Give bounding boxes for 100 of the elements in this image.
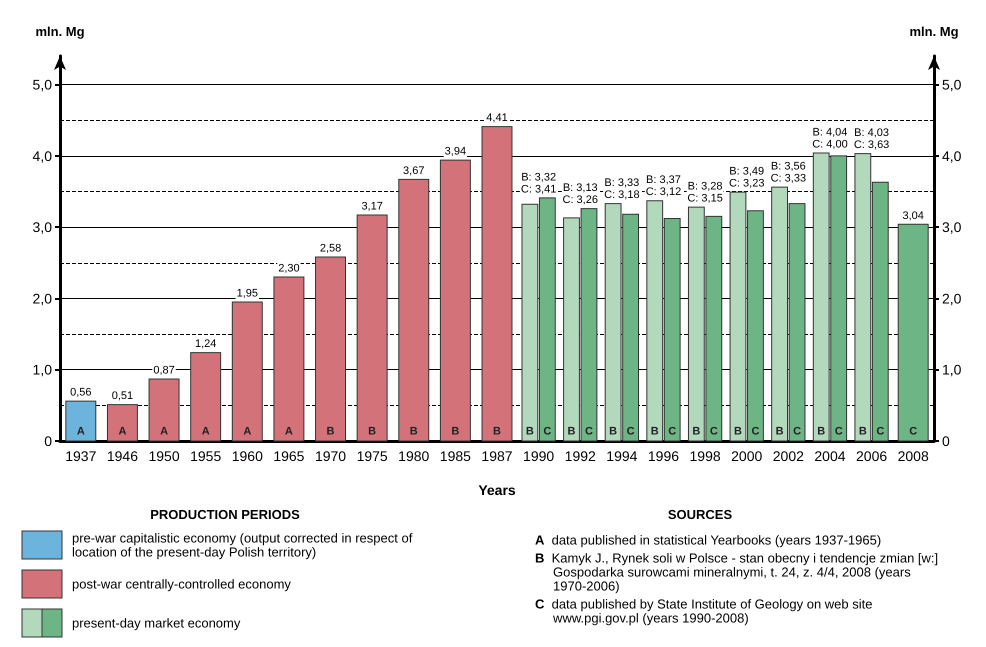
annotation: B xyxy=(692,426,700,438)
legend-label: present-day market economy xyxy=(72,616,241,630)
bar xyxy=(482,126,512,442)
x-tick-label: 1996 xyxy=(648,448,680,464)
data-label: C: 3,23 xyxy=(728,178,764,190)
annotation: B xyxy=(493,426,502,438)
data-label: C: 3,15 xyxy=(687,192,723,205)
data-label: 4,41 xyxy=(486,112,508,124)
annotation: B xyxy=(451,426,460,438)
x-tick-label: 2000 xyxy=(731,448,762,464)
x-tick-label: 1955 xyxy=(190,448,222,464)
data-label: 2,30 xyxy=(278,262,300,275)
y2-tick-label: 2,0 xyxy=(942,290,962,306)
annotation: A xyxy=(76,426,85,438)
annotation: C xyxy=(668,426,676,438)
x-tick-label: 2006 xyxy=(856,448,888,464)
data-label: B: 4,03 xyxy=(854,127,889,140)
data-label: 0,87 xyxy=(153,364,175,376)
x-tick-label: 1970 xyxy=(314,448,346,464)
annotation: C xyxy=(909,426,918,438)
data-label: C: 3,33 xyxy=(770,172,806,185)
data-label: 3,94 xyxy=(444,146,466,158)
annotation: C xyxy=(751,426,760,438)
legend-label: pre-war capitalistic economy (output corrected in respect of location of the present-day Polish territory) xyxy=(72,530,413,560)
x-tick-label: 2002 xyxy=(772,448,804,464)
bar xyxy=(398,178,430,442)
data-label: B: 3,28 xyxy=(688,180,723,193)
data-label: B: 3,56 xyxy=(770,160,806,173)
y-axis-title: mln. Mg xyxy=(35,24,85,39)
text: B Kamyk J., Rynek soli w Polsce - stan obecny i tendencje zmian [w:] Gospodarka surowcami mineralnymi, t. 24, z. 4/4, 2008 (years 1970-2006) xyxy=(535,550,938,594)
annotation: A xyxy=(284,426,293,438)
annotation: C xyxy=(710,426,718,438)
text: SOURCES xyxy=(668,507,732,522)
y-tick-label: 5,0 xyxy=(32,76,52,93)
bar xyxy=(315,256,346,442)
data-label: 1,95 xyxy=(236,287,258,300)
annotation: C xyxy=(626,426,635,438)
annotation: C xyxy=(585,426,593,438)
y2-axis-title: mln. Mg xyxy=(909,24,959,39)
bar xyxy=(440,160,471,442)
annotation: B xyxy=(650,426,659,438)
data-label: 3,17 xyxy=(361,200,383,212)
data-label: B: 3,49 xyxy=(729,166,764,178)
annotation: B xyxy=(776,426,784,438)
x-tick-label: 1965 xyxy=(273,448,305,464)
x-tick-label: 1946 xyxy=(106,448,138,464)
data-label: B: 4,04 xyxy=(812,126,848,138)
annotation: B xyxy=(568,426,576,438)
data-label: 1,24 xyxy=(194,338,216,350)
y2-tick-label: 4,0 xyxy=(942,148,962,164)
annotation: B xyxy=(326,426,335,438)
y2-tick-label: 3,0 xyxy=(942,219,962,236)
x-tick-label: 1950 xyxy=(148,448,180,464)
annotation: B xyxy=(526,426,534,438)
data-label: C: 4,00 xyxy=(812,138,848,150)
legend-label: post-war centrally-controlled economy xyxy=(72,576,292,592)
x-tick-label: 1994 xyxy=(606,448,638,464)
data-label: 3,67 xyxy=(403,164,424,177)
y2-tick-label: 0 xyxy=(942,433,950,449)
annotation: B xyxy=(410,426,418,438)
annotation: A xyxy=(202,426,210,438)
data-label: 0,56 xyxy=(70,386,92,399)
data-label: B: 3,37 xyxy=(646,174,681,186)
annotation: C xyxy=(543,426,552,438)
data-label: C: 3,12 xyxy=(646,186,682,198)
x-tick-label: 1975 xyxy=(356,448,388,464)
y-tick-label: 0 xyxy=(44,433,52,449)
data-label: B: 3,33 xyxy=(604,177,640,190)
x-tick-label: 1980 xyxy=(398,448,430,464)
text: C data published by State Institute of Geology on web site www.pgi.gov.pl (years 1990-2008) xyxy=(535,596,872,626)
x-tick-label: 1960 xyxy=(232,448,264,464)
y2-tick-label: 5,0 xyxy=(942,76,962,93)
data-label: B: 3,32 xyxy=(521,171,556,184)
bar xyxy=(148,378,180,442)
x-tick-label: 1990 xyxy=(523,448,554,464)
bar xyxy=(356,214,388,442)
data-label: 3,04 xyxy=(902,210,924,222)
annotation: C xyxy=(876,426,884,438)
bar xyxy=(65,400,96,442)
annotation: A xyxy=(243,426,252,438)
y-tick-label: 2,0 xyxy=(32,290,52,306)
data-label: 2,58 xyxy=(320,242,342,255)
x-tick-label: 1992 xyxy=(564,448,596,464)
annotation: A xyxy=(160,426,168,438)
annotation: C xyxy=(834,426,843,438)
x-tick-label: 1937 xyxy=(65,448,97,464)
x-tick-label: 1998 xyxy=(690,448,721,464)
y-tick-label: 4,0 xyxy=(32,148,52,164)
x-tick-label: 2008 xyxy=(898,448,929,464)
annotation: A xyxy=(118,426,126,438)
x-tick-label: 1987 xyxy=(481,448,513,464)
text: A data published in statistical Yearbooks (years 1937-1965) xyxy=(535,532,882,548)
data-label: C: 3,26 xyxy=(562,194,598,206)
data-label: 0,51 xyxy=(112,390,134,402)
annotation: B xyxy=(368,426,376,438)
y2-tick-label: 1,0 xyxy=(942,362,962,378)
x-axis-title: Years xyxy=(478,482,516,498)
data-label: B: 3,13 xyxy=(562,182,598,194)
bar xyxy=(106,404,138,442)
bar xyxy=(273,276,304,442)
